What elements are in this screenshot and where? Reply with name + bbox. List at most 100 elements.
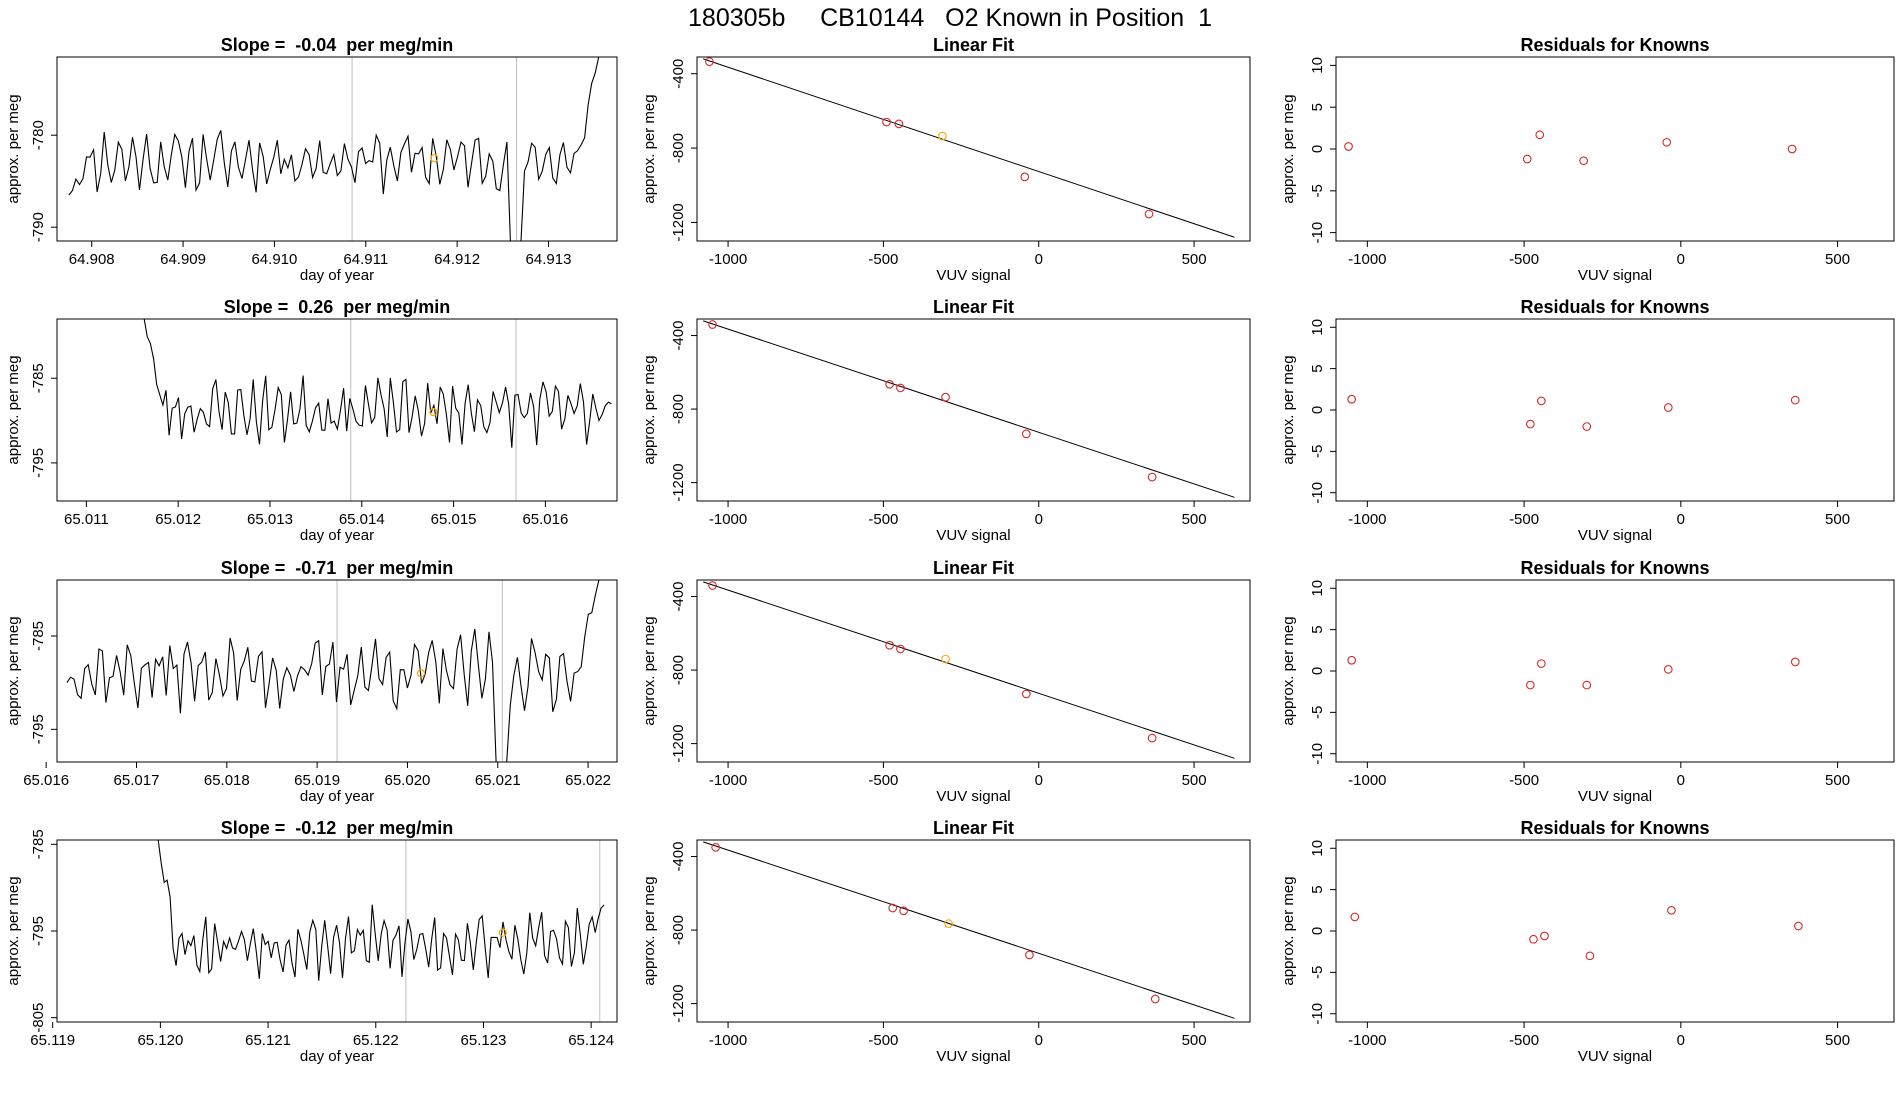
residuals-panel: -1000 -500 0 500 10 5 0 -5 -10 Residuals for Know… (1280, 297, 1895, 544)
res-xtick-label: 500 (1825, 772, 1850, 789)
fit-point (1020, 172, 1030, 182)
residual-point (1347, 655, 1357, 665)
x-axis-label: VUV signal (1578, 527, 1652, 544)
res-xtick-label: -500 (1509, 251, 1539, 268)
time-plot-frame (56, 56, 618, 242)
fit-line (703, 320, 1235, 498)
time-xtick-label: 65.012 (155, 511, 201, 528)
fit-xtick-label: 0 (1035, 511, 1043, 528)
fit-ytick-label: -1200 (670, 463, 687, 501)
time-xtick-label: 65.016 (23, 772, 69, 789)
time-plot-frame (56, 579, 618, 763)
time-xtick-label: 65.019 (294, 772, 340, 789)
time-series-panel: 65.016 65.017 65.018 65.019 65.020 65.021 65.0… (5, 558, 618, 805)
y-axis-label: approx. per meg (5, 616, 22, 725)
linear-fit-panel: -1000 -500 0 500 -400 -800 -1200 Linear Fit VUV … (641, 297, 1251, 544)
res-ytick-label: -10 (1309, 743, 1326, 765)
y-axis-label: approx. per meg (1280, 94, 1297, 203)
res-ytick-label: 10 (1309, 580, 1326, 597)
linear-fit-panel: -1000 -500 0 500 -400 -800 -1200 Linear Fit VUV … (641, 35, 1251, 284)
y-axis-label: approx. per meg (5, 94, 22, 203)
res-xtick-label: -1000 (1348, 1032, 1386, 1049)
time-xtick-label: 65.011 (64, 511, 109, 528)
slope-title: Slope = 0.26 per meg/min (224, 297, 451, 317)
fit-point (1025, 950, 1034, 960)
res-xtick-label: -1000 (1348, 511, 1386, 528)
fit-xtick-label: -1000 (709, 1032, 747, 1049)
time-xtick-label: 65.013 (247, 511, 293, 528)
fit-point (896, 383, 905, 393)
fit-title: Linear Fit (933, 558, 1014, 578)
time-xtick-label: 65.014 (339, 511, 385, 528)
residual-point (1540, 931, 1549, 941)
fit-point (941, 392, 950, 402)
time-xtick-label: 64.910 (251, 251, 297, 268)
slope-suffix: per meg/min (336, 558, 453, 578)
x-axis-label: VUV signal (1578, 788, 1652, 805)
x-axis-label: VUV signal (1578, 1048, 1652, 1065)
fit-point (1144, 209, 1154, 219)
time-xtick-label: 65.020 (385, 772, 431, 789)
time-xtick-label: 65.124 (568, 1032, 614, 1049)
current-sample-point (416, 669, 426, 678)
time-xtick-label: 65.119 (30, 1032, 75, 1049)
fit-title: Linear Fit (933, 35, 1014, 55)
res-xtick-label: -500 (1509, 511, 1539, 528)
fit-xtick-label: 0 (1035, 772, 1043, 789)
y-axis-label: approx. per meg (5, 876, 22, 985)
time-ytick-label: -785 (30, 363, 47, 393)
y-axis-label: approx. per meg (1280, 876, 1297, 985)
y-axis-label: approx. per meg (641, 616, 658, 725)
time-xtick-label: 65.021 (475, 772, 521, 789)
fit-ytick-label: -800 (670, 133, 687, 163)
fit-point (885, 640, 894, 650)
fit-point (941, 654, 950, 664)
fit-ytick-label: -400 (670, 59, 687, 89)
linear-fit-panel: -1000 -500 0 500 -400 -800 -1200 Linear Fit VUV … (641, 818, 1251, 1065)
residual-point (1790, 395, 1800, 405)
residual-point (1526, 680, 1535, 690)
slope-prefix: Slope = (221, 558, 296, 578)
fit-ytick-label: -800 (670, 915, 687, 945)
current-sample-point (498, 928, 507, 937)
x-axis-label: VUV signal (936, 1048, 1010, 1065)
res-ytick-label: -5 (1309, 966, 1326, 979)
signal-trace-line (143, 319, 612, 448)
res-ytick-label: 0 (1309, 667, 1326, 675)
residual-point (1663, 664, 1673, 674)
fit-point (894, 119, 904, 129)
time-xtick-label: 64.913 (526, 251, 572, 268)
slope-title: Slope = -0.04 per meg/min (221, 35, 454, 55)
res-ytick-label: 5 (1309, 885, 1326, 893)
x-axis-label: VUV signal (936, 267, 1010, 284)
time-ytick-label: -785 (30, 621, 47, 651)
residual-plot-frame (1335, 839, 1895, 1023)
fit-plot-frame (696, 839, 1251, 1023)
y-axis-label: approx. per meg (5, 355, 22, 464)
time-ytick-label: -780 (30, 120, 47, 150)
fit-plot-frame (696, 318, 1251, 502)
time-xtick-label: 64.912 (434, 251, 480, 268)
residuals-title: Residuals for Knowns (1520, 35, 1709, 55)
res-ytick-label: 5 (1309, 625, 1326, 633)
res-xtick-label: -500 (1509, 1032, 1539, 1049)
y-axis-label: approx. per meg (641, 94, 658, 203)
residuals-title: Residuals for Knowns (1520, 818, 1709, 838)
fit-ytick-label: -800 (670, 394, 687, 424)
residual-point (1794, 921, 1803, 931)
res-xtick-label: 0 (1677, 772, 1685, 789)
residual-point (1579, 156, 1589, 166)
slope-value: -0.71 (295, 558, 336, 578)
slope-suffix: per meg/min (333, 297, 450, 317)
res-xtick-label: -1000 (1348, 251, 1386, 268)
y-axis-label: approx. per meg (1280, 355, 1297, 464)
time-plot-frame (56, 318, 618, 502)
fit-point (888, 903, 898, 913)
res-ytick-label: -10 (1309, 1003, 1326, 1025)
fit-point (885, 379, 894, 389)
fit-xtick-label: -1000 (709, 772, 747, 789)
residuals-panel: -1000 -500 0 500 10 5 0 -5 -10 Residuals for Know… (1280, 558, 1895, 805)
fit-point (708, 581, 717, 590)
residual-point (1526, 419, 1535, 429)
res-ytick-label: 10 (1309, 57, 1326, 74)
